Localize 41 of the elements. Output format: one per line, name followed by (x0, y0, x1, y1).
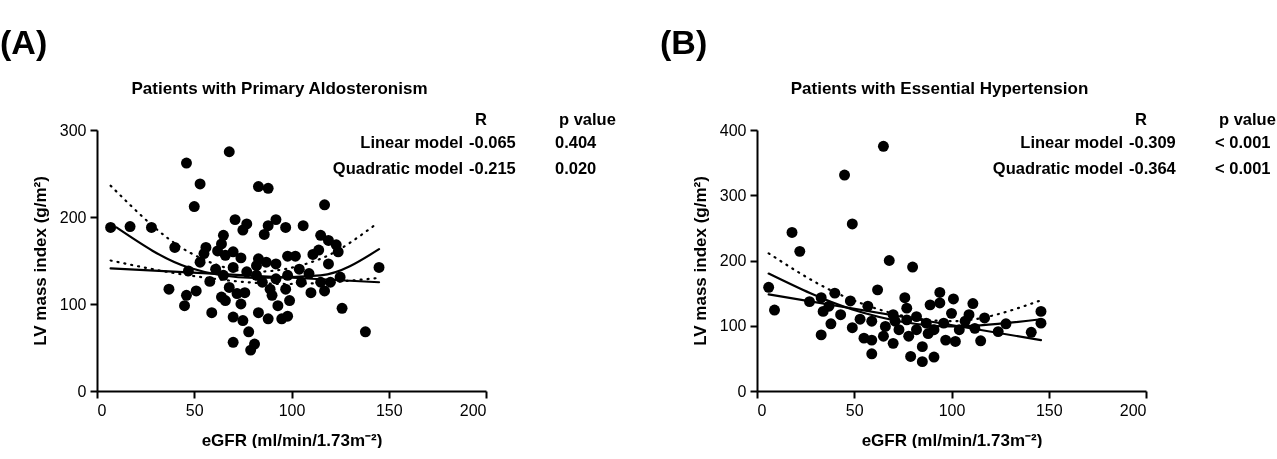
text: R (475, 110, 487, 128)
annotation: Quadratic model (332, 159, 463, 177)
annotation: -0.309 (1129, 133, 1176, 151)
text: 0.404 (555, 133, 598, 151)
y-tick-label: 400 (719, 121, 747, 139)
x-tick-label: 50 (185, 401, 204, 419)
annotation: -0.364 (1129, 159, 1177, 177)
x-tick-label: 200 (1119, 401, 1147, 419)
y-axis-title: LV mass index (g/m²) (690, 176, 710, 346)
y-tick-label: 300 (59, 121, 87, 139)
x-tick-label: 0 (757, 401, 767, 419)
text: (A) (0, 23, 48, 61)
text: < 0.001 (1215, 133, 1271, 151)
x-tick-label: 100 (938, 401, 966, 419)
text: p value (559, 110, 616, 128)
x-tick-label: 50 (845, 401, 864, 419)
y-tick-label: 200 (719, 252, 747, 269)
annotation: Linear model (1020, 133, 1123, 151)
y-tick-label: 200 (59, 208, 87, 226)
text: (B) (660, 23, 708, 61)
chart-title: Patients with Primary Aldosteronism (131, 79, 428, 98)
y-tick-label: 100 (719, 317, 747, 335)
x-tick-label: 150 (1035, 401, 1063, 419)
annotation: Linear model (360, 133, 463, 151)
annotation: -0.065 (469, 133, 516, 151)
y-tick-label: 0 (737, 382, 747, 400)
text: p value (1219, 110, 1276, 128)
x-tick-label: 100 (278, 401, 306, 419)
x-tick-label: 0 (97, 401, 107, 419)
y-axis-title: LV mass index (g/m²) (30, 176, 50, 346)
x-tick-label: 150 (375, 401, 403, 419)
text: 0.020 (555, 159, 597, 177)
text: R (1135, 110, 1147, 128)
annotation: Quadratic model (992, 159, 1123, 177)
chart-title: Patients with Essential Hypertension (790, 79, 1089, 98)
annotation: -0.215 (469, 159, 516, 177)
y-tick-label: 300 (719, 186, 747, 204)
text: < 0.001 (1215, 159, 1271, 177)
x-tick-label: 200 (459, 401, 487, 419)
y-tick-label: 0 (77, 382, 87, 400)
y-tick-label: 100 (59, 295, 87, 313)
